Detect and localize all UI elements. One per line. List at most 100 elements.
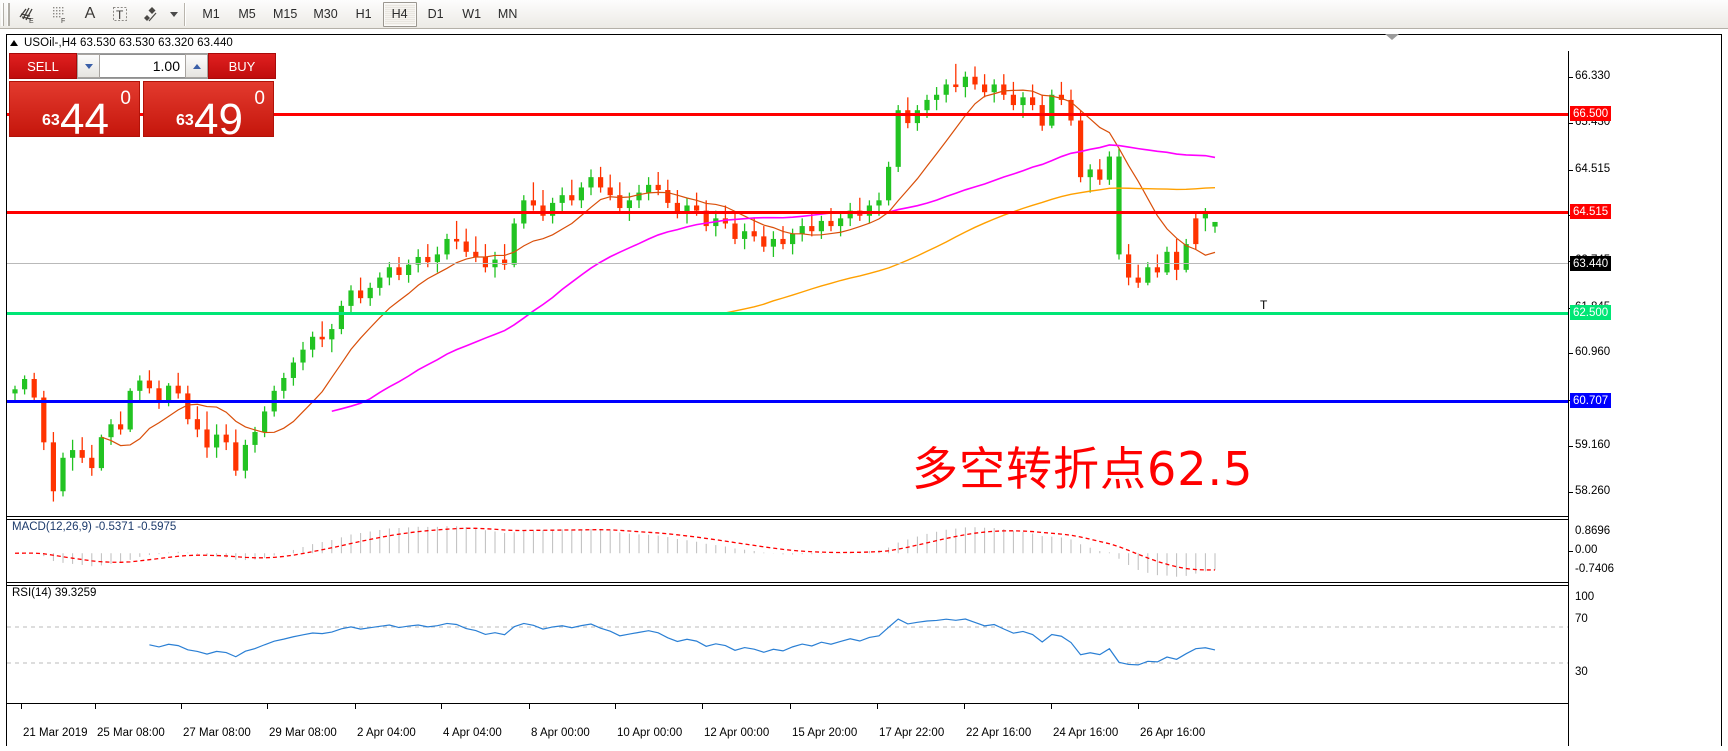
candle-body: [127, 390, 133, 430]
main-toolbar: E F A T M1 M5 M1: [0, 0, 1728, 29]
text-label-icon[interactable]: T: [104, 2, 136, 27]
rsi-tick-label: 100: [1575, 591, 1595, 603]
timeframe-m1[interactable]: M1: [202, 7, 220, 21]
macd-plot: [14, 526, 1216, 577]
candle-body: [982, 84, 988, 93]
timeframe-m15[interactable]: M15: [273, 7, 298, 21]
objects-icon[interactable]: [136, 2, 168, 27]
candle-body: [454, 238, 460, 242]
candle-body: [118, 424, 124, 430]
time-axis[interactable]: 21 Mar 2019 25 Mar 08:00 27 Mar 08:00 29 Ma…: [7, 703, 1568, 746]
chart-window[interactable]: USOil-,H4 63.530 63.530 63.320 63.440 MA…: [6, 34, 1722, 746]
candle-body: [732, 223, 738, 239]
candle-body: [665, 190, 671, 203]
candle-body: [1126, 254, 1132, 278]
candle-body: [550, 202, 556, 216]
buy-price-integer: 63: [176, 112, 194, 129]
timeframe-m5[interactable]: M5: [238, 7, 256, 21]
grid-f-icon[interactable]: F: [44, 2, 76, 27]
price-tick-label: 66.330: [1575, 69, 1611, 82]
price-axis[interactable]: 66.33065.43064.51563.64562.74561.84560.9…: [1568, 51, 1721, 746]
candle-body: [761, 236, 767, 247]
buy-button[interactable]: BUY: [208, 53, 276, 79]
candle-body: [1145, 267, 1151, 283]
candle-body: [943, 84, 949, 95]
candle-body: [588, 177, 594, 188]
candle-body: [425, 256, 431, 263]
time-tick-label: 22 Apr 16:00: [966, 727, 1032, 739]
candle-body: [146, 380, 152, 389]
macd-tick-label: 0.00: [1575, 544, 1598, 556]
timeframe-w1[interactable]: W1: [462, 7, 482, 21]
timeframe-mn[interactable]: MN: [497, 7, 518, 21]
candle-body: [1049, 94, 1055, 126]
buy-price-display[interactable]: 63 49 0: [143, 81, 274, 137]
volume-decrease-button[interactable]: [77, 54, 100, 78]
candle-body: [252, 432, 258, 445]
candle-body: [1174, 251, 1180, 270]
candle-body: [895, 110, 901, 167]
resistance-64515-badge[interactable]: 64.515: [1570, 204, 1612, 219]
collapse-triangle-icon[interactable]: [10, 40, 18, 46]
timeframe-d1[interactable]: D1: [427, 7, 444, 21]
chart-annotation-text[interactable]: 多空转折点62.5: [912, 442, 1254, 496]
sell-price-display[interactable]: 63 44 0: [9, 81, 140, 137]
time-tick-label: 21 Mar 2019: [23, 727, 88, 739]
candle-body: [98, 437, 104, 469]
tick-mark: [1569, 551, 1573, 552]
tick-mark: [1569, 353, 1573, 355]
candle-body: [108, 424, 114, 438]
sell-button[interactable]: SELL: [9, 53, 77, 79]
indicators-icon[interactable]: E: [12, 2, 44, 27]
volume-increase-button[interactable]: [185, 54, 208, 78]
resistance-66500-line[interactable]: [7, 113, 1568, 116]
time-tick: [21, 704, 22, 709]
candle-body: [934, 94, 940, 100]
last-price-63440-badge[interactable]: 63.440: [1570, 256, 1612, 271]
pane-splitter-marker-icon[interactable]: [1385, 34, 1399, 40]
toolbar-grip[interactable]: [1, 2, 10, 26]
candle-body: [818, 220, 824, 232]
macd-pane[interactable]: MACD(12,26,9) -0.5371 -0.5975: [7, 519, 1568, 583]
time-tick: [1051, 704, 1052, 709]
timeframe-h1[interactable]: H1: [355, 7, 372, 21]
candle-body: [463, 241, 469, 252]
time-tick-label: 27 Mar 08:00: [183, 727, 251, 739]
candle-body: [1183, 244, 1189, 270]
time-tick: [1138, 704, 1139, 709]
candle-body: [290, 362, 296, 378]
timeframe-h4[interactable]: H4: [382, 1, 417, 27]
timeframe-m30[interactable]: M30: [313, 7, 338, 21]
candle-body: [137, 380, 143, 391]
svg-text:T: T: [116, 8, 124, 22]
time-tick-label: 8 Apr 00:00: [531, 727, 590, 739]
candle-body: [972, 76, 978, 85]
rsi-label: RSI(14) 39.3259: [12, 587, 97, 599]
support-60707-badge[interactable]: 60.707: [1570, 393, 1612, 408]
text-tool-icon[interactable]: A: [84, 5, 96, 22]
sell-price-main: 44: [60, 95, 109, 137]
resistance-66500-badge[interactable]: 66.500: [1570, 106, 1612, 121]
volume-input[interactable]: 1.00: [100, 54, 185, 78]
candle-body: [866, 205, 872, 216]
triangle-up-icon: [192, 63, 201, 69]
rsi-pane[interactable]: RSI(14) 39.3259: [7, 585, 1568, 703]
rsi-plot: [7, 618, 1568, 666]
sell-price-fraction: 0: [120, 88, 131, 109]
candle-body: [674, 202, 680, 214]
resistance-64515-line[interactable]: [7, 211, 1568, 214]
support-62500-line[interactable]: [7, 312, 1568, 315]
candle-body: [876, 200, 882, 206]
price-tick-label: 64.515: [1575, 163, 1611, 176]
support-60707-line[interactable]: [7, 400, 1568, 403]
chart-symbol-row: USOil-,H4 63.530 63.530 63.320 63.440: [7, 35, 1721, 51]
macd-label: MACD(12,26,9) -0.5371 -0.5975: [12, 521, 177, 533]
candle-body: [905, 110, 911, 124]
tick-mark: [1569, 76, 1573, 78]
support-62500-badge[interactable]: 62.500: [1570, 305, 1612, 320]
objects-dropdown-caret-icon[interactable]: [170, 11, 178, 17]
one-click-trading-panel[interactable]: SELL 1.00 BUY 63 44 0 63 49 0: [9, 53, 276, 157]
candle-body: [473, 251, 479, 257]
volume-control[interactable]: 1.00: [77, 53, 208, 79]
candle-body: [41, 397, 47, 443]
